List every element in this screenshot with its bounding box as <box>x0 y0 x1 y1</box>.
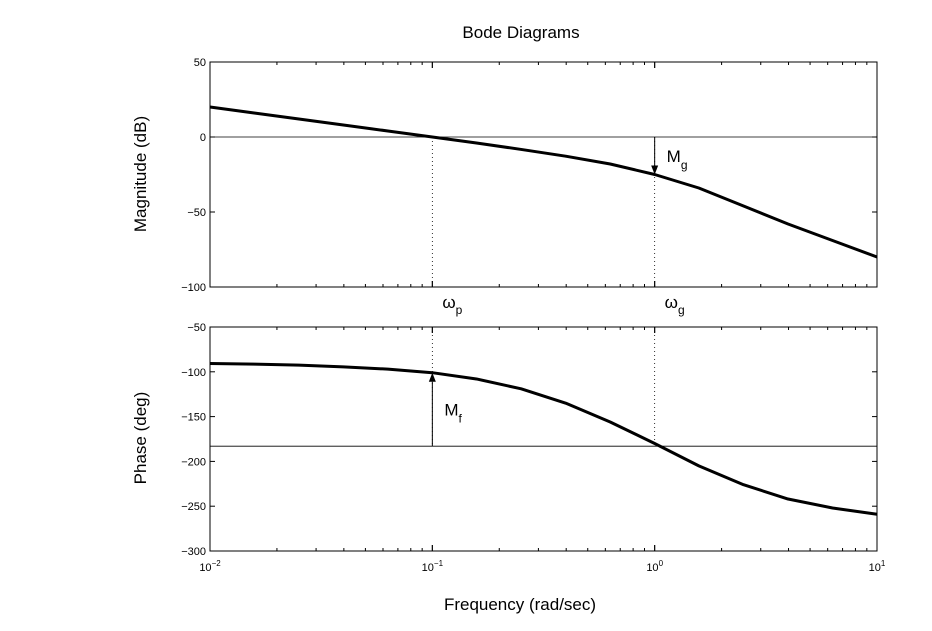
margin-label-main: M <box>444 400 458 419</box>
phase-x-ticks: 10−2 10−1 100 101 <box>199 327 886 574</box>
magnitude-ytick-label: 50 <box>194 57 206 69</box>
frequency-marker-label: ωp <box>442 293 462 317</box>
marker-label-main: ω <box>665 293 678 312</box>
phase-margin-label: Mf <box>444 400 462 425</box>
xtick-label-base: 10 <box>422 562 434 574</box>
xtick-label-exponent: 0 <box>659 559 664 568</box>
phase-xtick-label: 10−2 <box>199 559 221 574</box>
phase-content: Mf <box>209 362 878 516</box>
phase-xtick-label: 100 <box>646 559 663 574</box>
xtick-label-exponent: 1 <box>881 559 886 568</box>
phase-y-ticks: −50 −100 −150 −200 −250 −300 <box>181 322 877 558</box>
phase-curve <box>209 362 878 516</box>
magnitude-ytick-label: −50 <box>187 207 206 219</box>
magnitude-y-ticks: 50 0 −50 −100 <box>181 57 877 294</box>
margin-label-subscript: g <box>681 158 688 172</box>
magnitude-panel: 50 0 −50 −100 Mg Magnitude (dB) <box>131 57 878 294</box>
magnitude-ytick-label: 0 <box>200 132 206 144</box>
phase-axis-label: Phase (deg) <box>131 392 150 485</box>
phase-ytick-label: −50 <box>187 322 206 334</box>
phase-panel: −50−100−150−200−250−300 10−2 10−1 100 101 M… <box>131 322 886 574</box>
xtick-label-exponent: −1 <box>434 559 444 568</box>
phase-xtick-label: 10−1 <box>422 559 444 574</box>
magnitude-plot-frame <box>209 61 878 288</box>
margin-label-main: M <box>667 147 681 166</box>
magnitude-content: Mg <box>209 105 878 259</box>
xtick-label-base: 10 <box>646 562 658 574</box>
magnitude-curve <box>209 105 878 259</box>
phase-margin-arrowhead <box>428 372 436 382</box>
chart-title: Bode Diagrams <box>462 23 579 42</box>
xtick-label-exponent: −2 <box>212 559 222 568</box>
magnitude-ytick-label: −100 <box>181 282 206 294</box>
xtick-label-base: 10 <box>869 562 881 574</box>
phase-ytick-label: −150 <box>181 412 206 424</box>
marker-label-main: ω <box>442 293 455 312</box>
marker-label-subscript: g <box>678 303 685 317</box>
margin-label-subscript: f <box>459 411 463 425</box>
phase-ytick-label: −200 <box>181 456 206 468</box>
magnitude-x-ticks <box>209 62 878 287</box>
phase-ytick-label: −100 <box>181 367 206 379</box>
frequency-marker-label: ωg <box>665 293 685 317</box>
magnitude-axis-label: Magnitude (dB) <box>131 116 150 232</box>
xtick-label-base: 10 <box>199 562 211 574</box>
phase-xtick-label: 101 <box>869 559 886 574</box>
phase-plot-frame <box>209 326 878 552</box>
phase-ytick-label: −300 <box>181 546 206 558</box>
frequency-markers: ωp ωg <box>431 137 685 447</box>
phase-ytick-label: −250 <box>181 501 206 513</box>
magnitude-margin-label: Mg <box>667 147 688 172</box>
marker-label-subscript: p <box>456 303 463 317</box>
frequency-axis-label: Frequency (rad/sec) <box>444 595 596 614</box>
